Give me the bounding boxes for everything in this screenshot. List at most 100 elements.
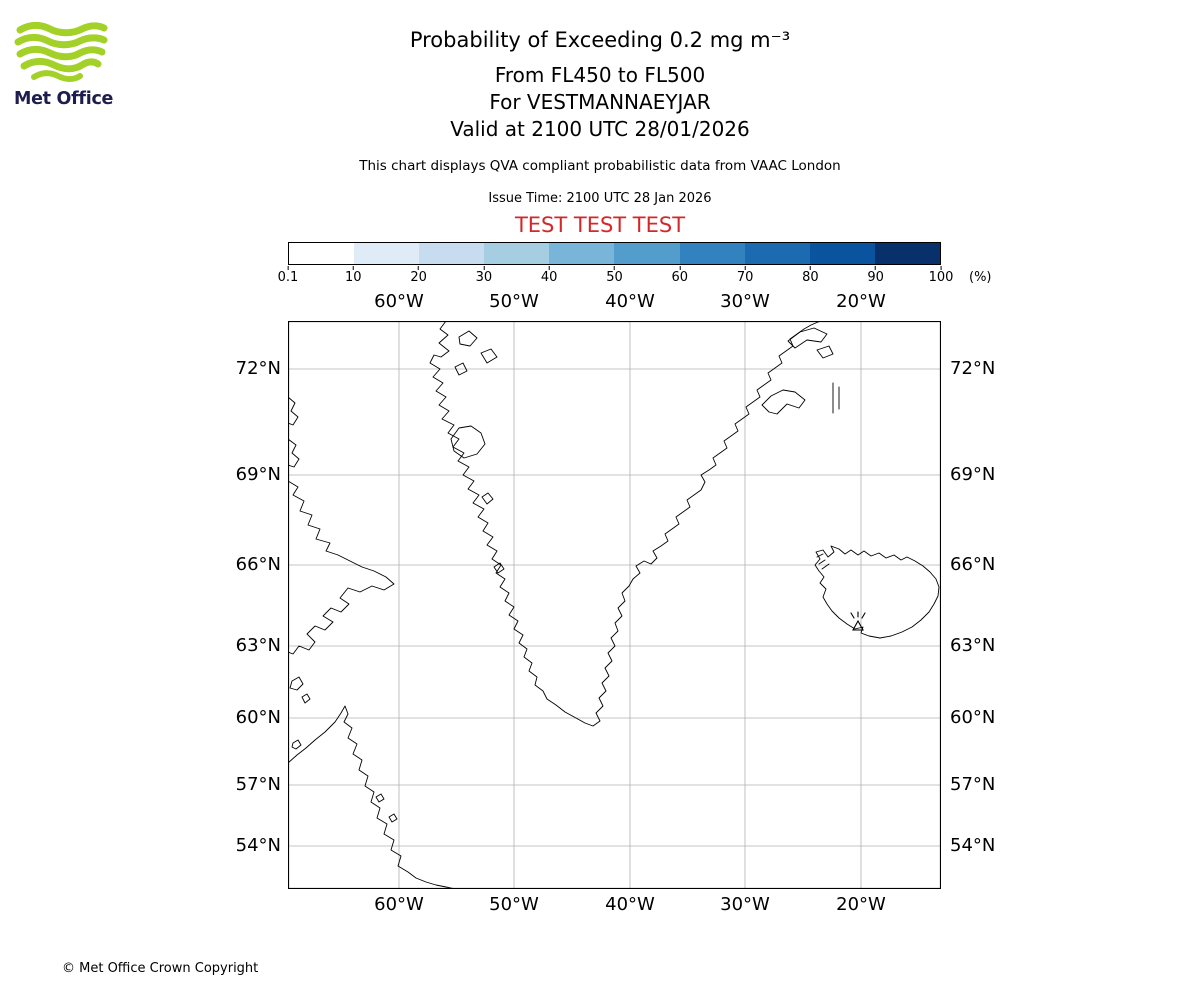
small-island [291, 739, 302, 750]
test-banner: TEST TEST TEST [514, 213, 686, 237]
site-subtitle: For VESTMANNAEYJAR [489, 90, 711, 114]
lat-label-right-60n: 60°N [950, 707, 996, 728]
qva-description: This chart displays QVA compliant probab… [359, 158, 841, 174]
volcano-marker [850, 611, 866, 631]
colorbar-tick: 40 [541, 266, 557, 285]
tick-label: 10 [345, 270, 362, 285]
labrador-coastline [287, 705, 456, 890]
greenland-islet [480, 348, 498, 364]
logo-wave [16, 45, 106, 61]
greenland-coastline [429, 320, 823, 727]
colorbar-segment-1 [289, 243, 355, 264]
lon-label-top-40w: 40°W [605, 291, 655, 312]
small-island [301, 693, 311, 704]
tick-label: 20 [410, 270, 427, 285]
labrador-islet [388, 813, 398, 823]
ne-greenland-fjord [761, 389, 806, 415]
colorbar-tick: 90 [867, 266, 884, 285]
tick-mark [940, 266, 942, 270]
map-canvas [287, 320, 942, 890]
tick-mark [287, 266, 289, 270]
colorbar-segment-8 [744, 243, 810, 264]
greenland-islet [458, 330, 478, 347]
lon-label-top-50w: 50°W [489, 291, 539, 312]
colorbar-segment-2 [354, 243, 420, 264]
lon-label-bottom-40w: 40°W [605, 894, 655, 915]
tick-label: 70 [736, 270, 754, 285]
colorbar-segment-6 [614, 243, 680, 264]
lat-label-left-54n: 54°N [235, 835, 281, 856]
disko-island [450, 425, 486, 459]
logo-text: Met Office [14, 89, 114, 109]
tick-label: 30 [475, 270, 493, 285]
labrador-islet [375, 793, 385, 803]
colorbar-segment-9 [809, 243, 875, 264]
lon-label-bottom-60w: 60°W [374, 894, 424, 915]
valid-time-subtitle: Valid at 2100 UTC 28/01/2026 [450, 117, 750, 141]
met-office-logo: Met Office [14, 21, 134, 109]
ne-greenland-fjord [816, 345, 834, 359]
ne-greenland-fjord [787, 327, 828, 349]
lat-label-right-57n: 57°N [950, 774, 996, 795]
colorbar-segment-4 [484, 243, 550, 264]
tick-mark [548, 266, 550, 270]
copyright-notice: © Met Office Crown Copyright [62, 961, 259, 976]
lon-label-top-30w: 30°W [720, 291, 770, 312]
colorbar-segment-7 [679, 243, 745, 264]
coastlines [287, 320, 940, 890]
tick-label: 60 [671, 270, 689, 285]
tick-mark [679, 266, 681, 270]
baffin-coast-fragment [287, 438, 300, 468]
iceland-fjord [818, 559, 826, 565]
colorbar-tick: 30 [475, 266, 493, 285]
tick-mark [483, 266, 485, 270]
colorbar-segment-10 [874, 243, 940, 264]
tick-mark [352, 266, 354, 270]
lat-label-right-63n: 63°N [950, 635, 996, 656]
tick-label: 100 [928, 270, 954, 285]
lon-label-top-60w: 60°W [374, 291, 424, 312]
lon-label-bottom-30w: 30°W [720, 894, 770, 915]
logo-wave [16, 21, 108, 37]
lat-label-right-69n: 69°N [950, 464, 996, 485]
greenland-islet [493, 562, 505, 574]
lat-label-left-63n: 63°N [235, 635, 281, 656]
colorbar-ticks: 0.1 10 20 30 40 50 60 70 80 90 100 [278, 266, 953, 290]
lat-label-right-66n: 66°N [950, 554, 996, 575]
iceland-fjord [821, 563, 830, 570]
lat-label-left-72n: 72°N [235, 358, 281, 379]
lat-label-left-57n: 57°N [235, 774, 281, 795]
lon-label-bottom-50w: 50°W [489, 894, 539, 915]
flight-level-subtitle: From FL450 to FL500 [494, 63, 706, 87]
colorbar-tick: 60 [671, 266, 689, 285]
tick-label: 90 [867, 270, 884, 285]
greenland-islet [454, 362, 468, 376]
colorbar-gradient [288, 242, 941, 265]
lat-label-left-69n: 69°N [235, 464, 281, 485]
baffin-island-coastline [287, 480, 395, 655]
map-panel [287, 320, 942, 890]
small-island [289, 676, 304, 691]
colorbar-tick: 100 [928, 266, 954, 285]
lon-label-top-20w: 20°W [836, 291, 886, 312]
lon-label-bottom-20w: 20°W [836, 894, 886, 915]
chart-title: Probability of Exceeding 0.2 mg m⁻³ [409, 28, 791, 52]
map-border [287, 320, 942, 890]
tick-label: 80 [802, 270, 819, 285]
met-office-waves [14, 21, 108, 82]
logo-wave [14, 33, 108, 49]
tick-mark [809, 266, 811, 270]
grid-lines [288, 321, 941, 889]
issue-time: Issue Time: 2100 UTC 28 Jan 2026 [488, 191, 712, 206]
colorbar-tick: 20 [410, 266, 427, 285]
colorbar-tick: 0.1 [277, 266, 299, 285]
tick-mark [418, 266, 420, 270]
tick-label: 0.1 [277, 270, 299, 285]
colorbar-segment-5 [549, 243, 615, 264]
logo-wave [20, 57, 102, 73]
tick-mark [613, 266, 615, 270]
lat-label-right-72n: 72°N [950, 358, 996, 379]
tick-mark [875, 266, 877, 270]
colorbar-tick: 70 [736, 266, 754, 285]
